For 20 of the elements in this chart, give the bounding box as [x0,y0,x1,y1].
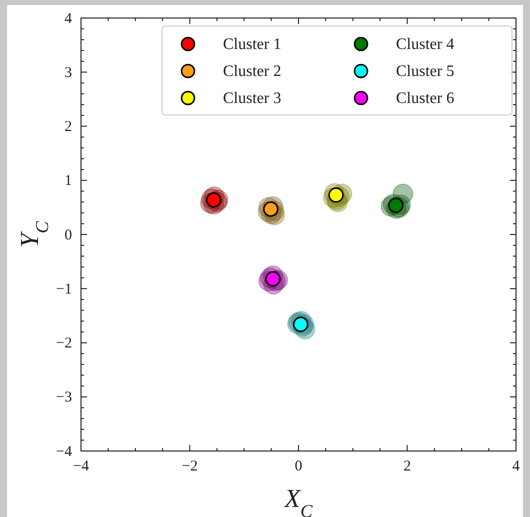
y-tick-label: −1 [56,281,72,298]
legend-label: Cluster 2 [223,63,282,80]
x-axis-title: X$_{C}$ [283,484,314,517]
y-tick-label: −2 [56,336,72,352]
x-tick-label: 4 [512,458,520,475]
y-tick-label: 4 [64,10,72,27]
y-tick-label: 0 [64,227,72,244]
legend-label: Cluster 4 [396,36,454,53]
legend-label: Cluster 5 [396,63,454,80]
legend-label: Cluster 1 [223,36,282,53]
y-tick-label: 3 [64,64,72,81]
x-tick-label: 0 [294,458,302,475]
x-tick-label: 2 [404,458,411,475]
y-tick-label: −4 [56,444,72,460]
y-tick-label: 2 [64,119,72,136]
x-tick-label: −2 [182,458,198,475]
y-tick-label: −3 [56,390,72,406]
legend-label: Cluster 3 [223,90,282,107]
y-tick-label: 1 [64,173,72,190]
legend-label: Cluster 6 [396,90,454,107]
